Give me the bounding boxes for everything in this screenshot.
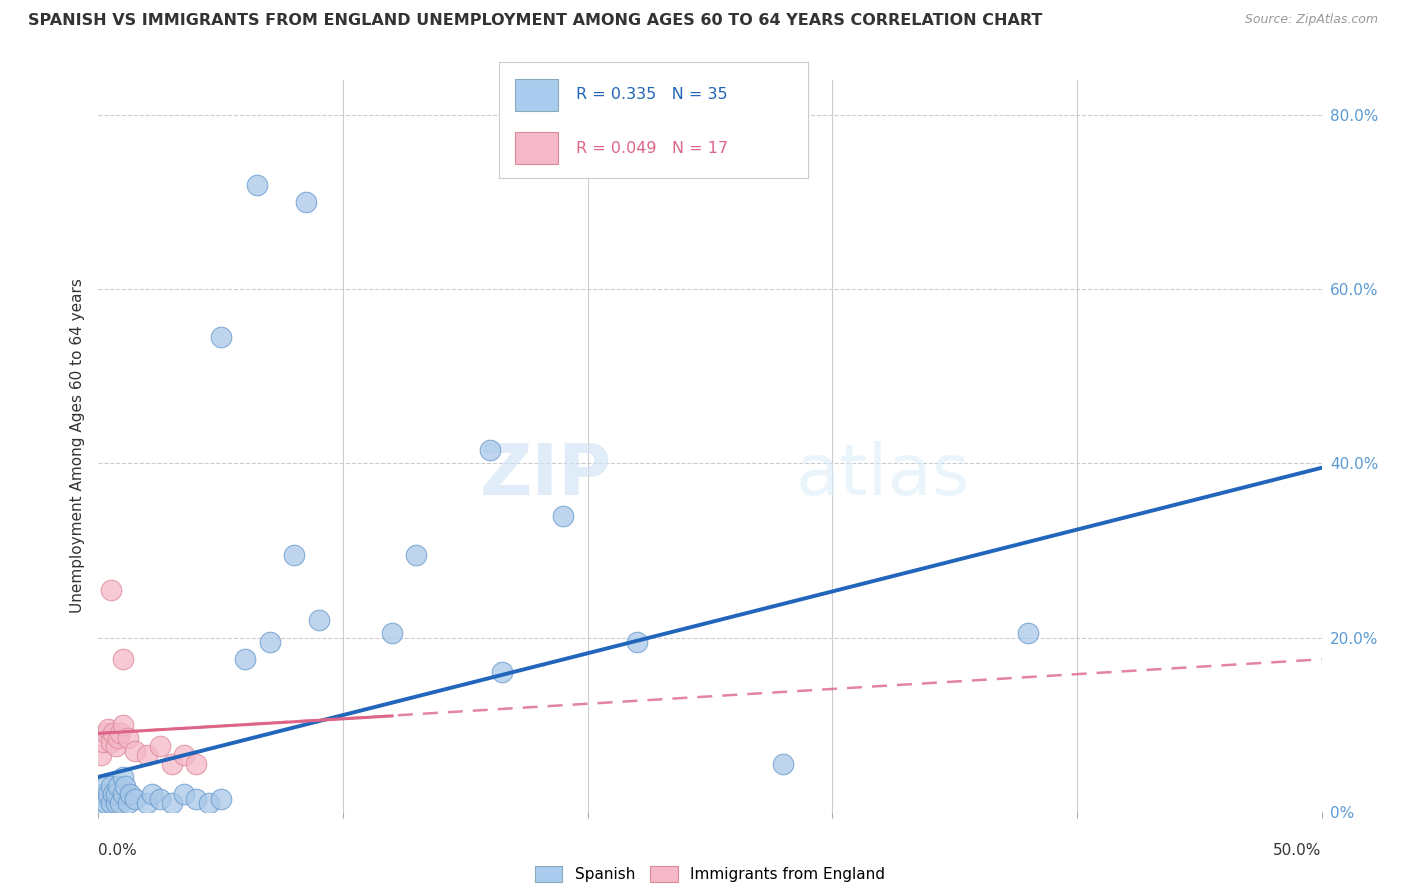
Legend: Spanish, Immigrants from England: Spanish, Immigrants from England	[529, 860, 891, 888]
Point	[173, 748, 195, 763]
Text: Source: ZipAtlas.com: Source: ZipAtlas.com	[1244, 13, 1378, 27]
Point	[120, 787, 142, 801]
Point	[104, 787, 127, 801]
Point	[101, 787, 124, 801]
Point	[104, 796, 127, 810]
Point	[149, 791, 172, 805]
Point	[295, 195, 318, 210]
FancyBboxPatch shape	[515, 132, 558, 164]
Text: 50.0%: 50.0%	[1274, 843, 1322, 858]
Point	[97, 787, 120, 801]
Point	[90, 748, 112, 763]
Point	[114, 779, 136, 793]
Point	[308, 613, 330, 627]
Point	[124, 791, 146, 805]
Point	[1017, 626, 1039, 640]
Point	[626, 635, 648, 649]
Point	[405, 548, 427, 562]
Point	[104, 739, 127, 754]
Point	[100, 582, 122, 597]
Point	[553, 508, 575, 523]
Point	[283, 548, 305, 562]
Point	[94, 796, 117, 810]
Point	[111, 652, 134, 666]
Point	[209, 791, 232, 805]
Point	[91, 735, 114, 749]
Point	[100, 735, 122, 749]
Point	[94, 779, 117, 793]
Point	[107, 779, 129, 793]
Text: 0.0%: 0.0%	[98, 843, 138, 858]
Point	[478, 443, 501, 458]
Point	[173, 787, 195, 801]
Point	[136, 748, 159, 763]
Point	[160, 796, 183, 810]
Text: R = 0.049   N = 17: R = 0.049 N = 17	[576, 141, 728, 156]
Point	[117, 731, 139, 745]
Point	[117, 796, 139, 810]
Point	[233, 652, 256, 666]
Point	[209, 330, 232, 344]
Point	[111, 770, 134, 784]
Point	[110, 726, 132, 740]
Point	[100, 796, 122, 810]
Text: atlas: atlas	[796, 441, 970, 509]
Point	[107, 731, 129, 745]
Point	[124, 744, 146, 758]
Point	[186, 756, 208, 771]
Y-axis label: Unemployment Among Ages 60 to 64 years: Unemployment Among Ages 60 to 64 years	[69, 278, 84, 614]
Point	[149, 739, 172, 754]
Point	[94, 726, 117, 740]
Point	[381, 626, 404, 640]
Text: R = 0.335   N = 35: R = 0.335 N = 35	[576, 87, 728, 103]
Point	[197, 796, 219, 810]
Point	[186, 791, 208, 805]
Point	[246, 178, 269, 192]
Point	[772, 756, 794, 771]
Point	[259, 635, 281, 649]
Text: SPANISH VS IMMIGRANTS FROM ENGLAND UNEMPLOYMENT AMONG AGES 60 TO 64 YEARS CORREL: SPANISH VS IMMIGRANTS FROM ENGLAND UNEMP…	[28, 13, 1042, 29]
Point	[136, 796, 159, 810]
Point	[97, 722, 120, 736]
Point	[160, 756, 183, 771]
FancyBboxPatch shape	[515, 78, 558, 112]
Point	[111, 717, 134, 731]
Point	[110, 796, 132, 810]
Text: ZIP: ZIP	[479, 441, 612, 509]
Point	[111, 787, 134, 801]
Point	[90, 796, 112, 810]
Point	[491, 665, 513, 680]
Point	[101, 726, 124, 740]
Point	[91, 787, 114, 801]
Point	[141, 787, 163, 801]
Point	[100, 779, 122, 793]
